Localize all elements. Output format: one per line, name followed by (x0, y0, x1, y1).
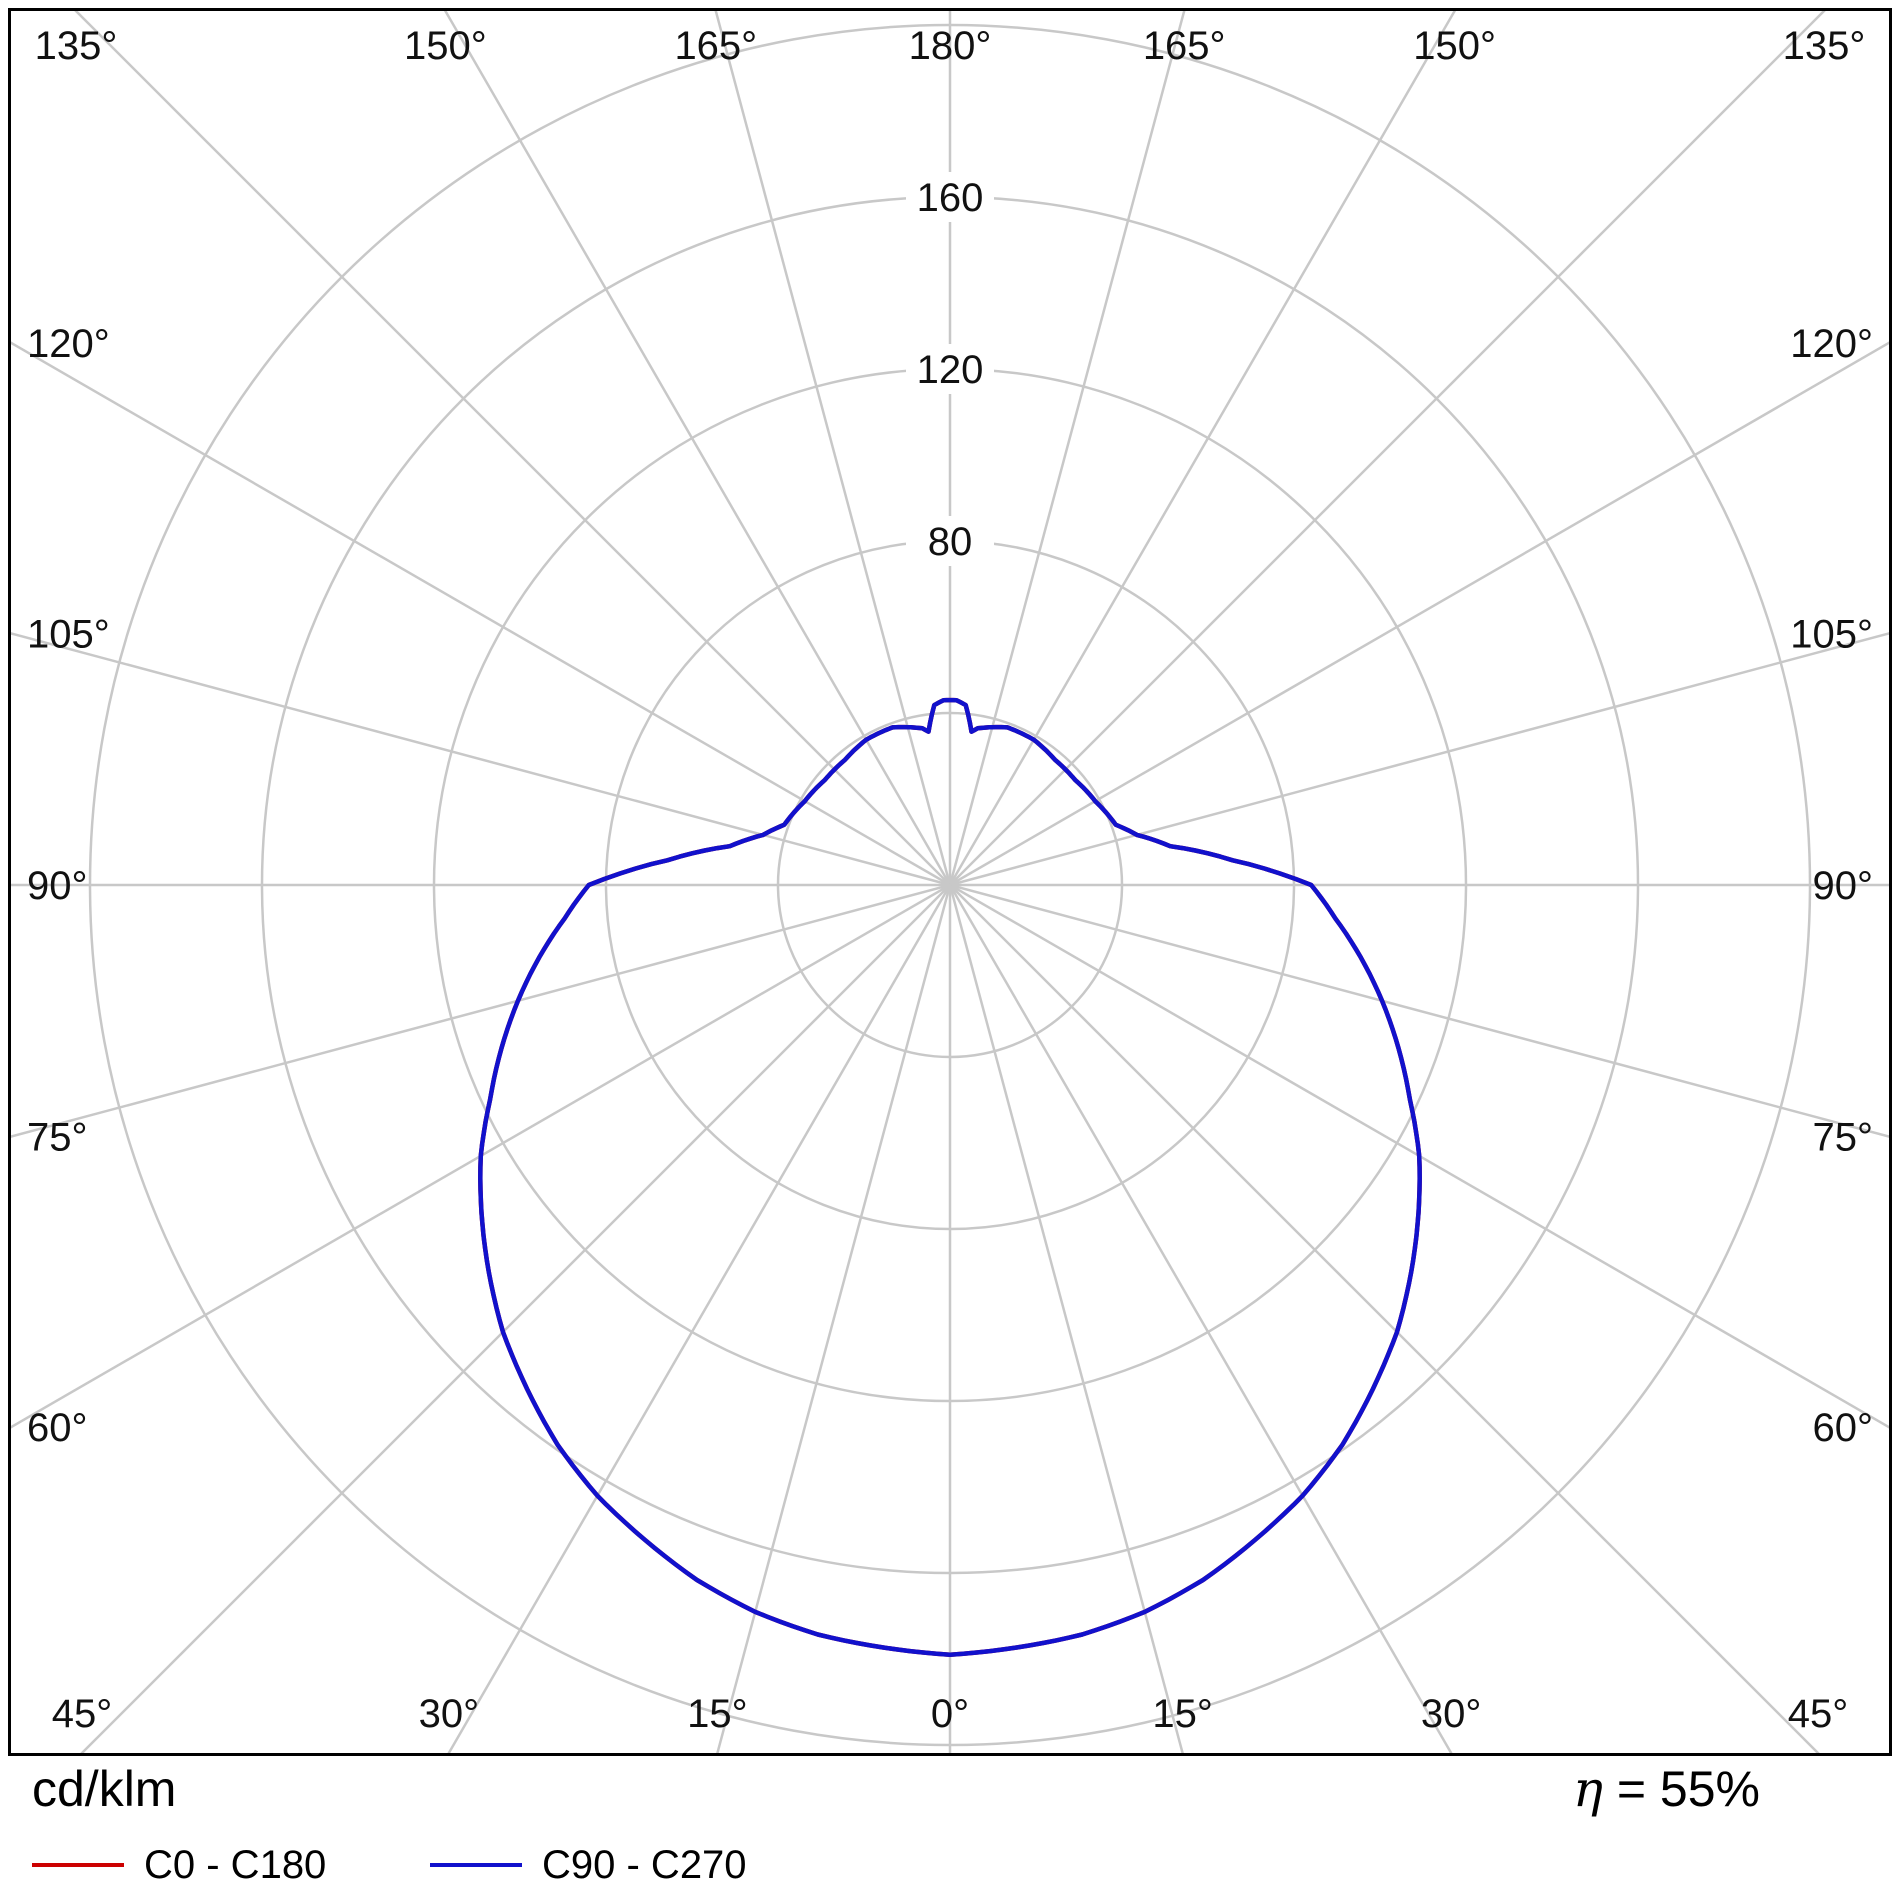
angle-tick-label-105-left: 105° (27, 612, 110, 656)
radial-tick-label-160: 160 (917, 176, 984, 220)
legend-swatch-c90-c270 (430, 1863, 522, 1867)
grid-spoke-210 (443, 11, 952, 886)
angle-tick-label-15-left: 15° (687, 1692, 748, 1736)
angle-tick-label-30-left: 30° (419, 1692, 480, 1736)
grid-spoke-195 (714, 11, 952, 886)
angle-tick-label-105-right: 105° (1790, 612, 1873, 656)
grid-spoke-15 (948, 884, 1184, 1753)
grid-spoke-60 (949, 883, 1889, 1429)
radial-label-chip-160 (906, 172, 994, 222)
grid-spoke-75 (949, 883, 1889, 1138)
angle-tick-label-15-right: 15° (1152, 1692, 1213, 1736)
radial-tick-label-80: 80 (928, 520, 973, 564)
grid-spoke-345 (716, 884, 952, 1753)
angle-tick-label-120-right: 120° (1790, 322, 1873, 366)
angle-tick-label-150-left: 150° (404, 24, 487, 68)
legend: C0 - C180 C90 - C270 (32, 1842, 1232, 1888)
angle-tick-label-45-left: 45° (52, 1692, 113, 1736)
grid-spoke-120 (949, 341, 1889, 887)
grid-spoke-135 (949, 11, 1826, 886)
grid-spoke-45 (949, 884, 1820, 1753)
grid-spoke-30 (948, 884, 1453, 1753)
intensity-curve-c90-c270 (478, 697, 1422, 1657)
angle-tick-label-120-left: 120° (27, 322, 110, 366)
grid-spoke-225 (74, 11, 951, 886)
grid-spoke-300 (11, 883, 951, 1429)
angle-tick-label-90-right: 90° (1813, 864, 1874, 908)
angle-tick-label-75-right: 75° (1813, 1116, 1874, 1160)
radial-label-chip-80 (906, 516, 994, 566)
grid-spoke-315 (80, 884, 951, 1753)
angle-tick-label-60-left: 60° (27, 1406, 88, 1450)
angle-tick-label-165-right: 165° (1143, 24, 1226, 68)
angle-tick-label-135-right: 135° (1783, 24, 1866, 68)
angle-tick-label-45-right: 45° (1788, 1692, 1849, 1736)
angle-tick-label-30-right: 30° (1421, 1692, 1482, 1736)
grid-spoke-285 (11, 883, 951, 1138)
angle-tick-label-135-left: 135° (35, 24, 118, 68)
grid-spoke-165 (948, 11, 1186, 886)
angle-tick-label-0-right: 0° (931, 1692, 969, 1736)
legend-label-c90-c270: C90 - C270 (542, 1842, 747, 1887)
eta-symbol: η (1572, 1760, 1603, 1818)
grid-spoke-255 (11, 632, 951, 887)
chart-footer: cd/klm η = 55% C0 - C180 C90 - C270 (8, 1758, 1892, 1892)
radial-label-chip-120 (906, 344, 994, 394)
polar-chart: 80 120 160 0° 15° 15° 30° 30° 45° 45° 60° 60° 75° 75°… (11, 11, 1889, 1753)
angle-tick-label-165-left: 165° (674, 24, 757, 68)
legend-label-c0-c180: C0 - C180 (144, 1842, 327, 1887)
grid-spoke-150 (948, 11, 1457, 886)
eta-value: = 55% (1602, 1761, 1760, 1817)
angle-tick-label-90-left: 90° (27, 864, 88, 908)
angle-tick-label-75-left: 75° (27, 1116, 88, 1160)
radial-tick-label-120: 120 (917, 348, 984, 392)
legend-swatch-c0-c180 (32, 1863, 124, 1867)
polar-diagram-frame: 80 120 160 0° 15° 15° 30° 30° 45° 45° 60° 60° 75° 75°… (8, 8, 1892, 1756)
angle-tick-label-180-right: 180° (909, 24, 992, 68)
grid-spoke-105 (949, 632, 1889, 887)
legend-item-c90-c270: C90 - C270 (430, 1842, 747, 1888)
efficiency-label: η = 55% (1573, 1760, 1760, 1818)
grid-spoke-240 (11, 341, 951, 887)
angle-tick-label-60-right: 60° (1813, 1406, 1874, 1450)
unit-label: cd/klm (32, 1761, 177, 1817)
grid-spoke-330 (447, 884, 952, 1753)
legend-item-c0-c180: C0 - C180 (32, 1842, 326, 1888)
angle-tick-label-150-right: 150° (1413, 24, 1496, 68)
